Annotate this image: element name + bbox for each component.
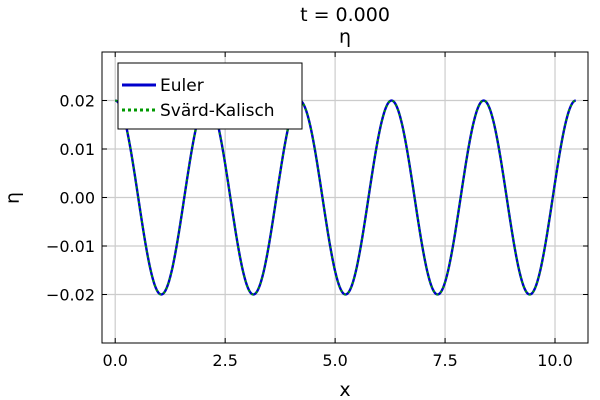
series-group <box>114 99 577 296</box>
y-tick-label: −0.01 <box>46 237 95 256</box>
chart-title: η <box>339 26 351 48</box>
x-tick-label: 7.5 <box>432 351 457 370</box>
y-axis-label: η <box>2 192 24 204</box>
x-axis-label: x <box>339 379 350 400</box>
axis-ticks: 0.0 2.5 5.0 7.5 10.0 −0.02 −0.01 0.00 0.01 0.02 <box>46 52 588 370</box>
chart-suptitle: t = 0.000 <box>300 4 390 26</box>
legend-label-svard-kalisch: Svärd-Kalisch <box>160 101 275 121</box>
x-tick-label: 0.0 <box>102 351 127 370</box>
x-tick-label: 2.5 <box>212 351 237 370</box>
y-tick-label: 0.01 <box>59 140 95 159</box>
y-tick-label: 0.02 <box>59 92 95 111</box>
legend: Euler Svärd-Kalisch <box>117 62 303 130</box>
y-tick-label: −0.02 <box>46 286 95 305</box>
legend-box <box>117 62 303 130</box>
y-tick-label: 0.00 <box>59 189 95 208</box>
x-tick-label: 10.0 <box>537 351 573 370</box>
x-tick-label: 5.0 <box>322 351 347 370</box>
legend-label-euler: Euler <box>160 76 204 96</box>
series-line-sv-rd-kalisch <box>114 99 577 296</box>
